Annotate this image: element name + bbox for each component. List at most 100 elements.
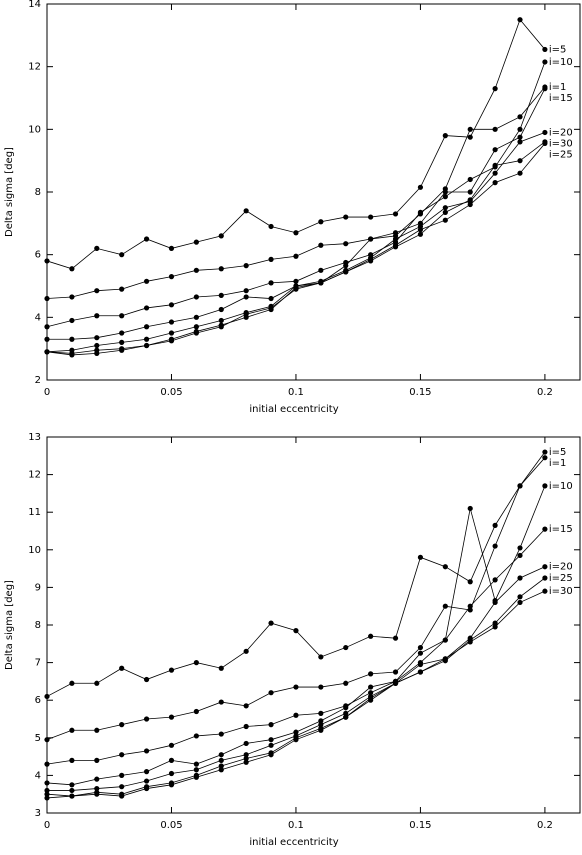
data-point	[218, 317, 224, 324]
series-label: i=10	[549, 57, 573, 68]
data-point	[517, 134, 523, 140]
data-point	[517, 545, 523, 551]
data-point	[193, 761, 199, 767]
data-point	[467, 607, 473, 613]
data-point	[193, 294, 199, 300]
data-point	[143, 785, 150, 792]
series-label: i=20	[549, 127, 573, 138]
data-point	[193, 314, 199, 320]
series-line	[46, 457, 546, 741]
data-point	[293, 712, 299, 718]
data-point	[44, 795, 50, 801]
data-point	[119, 339, 125, 345]
data-point	[119, 772, 125, 779]
data-point	[368, 236, 374, 242]
data-point	[168, 319, 175, 325]
y-tick-label: 6	[35, 695, 41, 706]
data-point	[193, 733, 199, 739]
data-point	[268, 280, 274, 286]
series-line	[46, 528, 546, 786]
data-point	[243, 208, 249, 214]
data-point	[94, 245, 100, 251]
data-point	[542, 588, 548, 594]
data-point	[143, 778, 150, 784]
data-point	[243, 288, 249, 294]
y-axis-label: Delta sigma [deg]	[4, 147, 15, 237]
data-point	[542, 86, 548, 92]
data-point	[368, 684, 374, 690]
data-point	[343, 710, 349, 716]
data-point	[517, 594, 523, 600]
data-point	[517, 17, 523, 23]
data-point	[343, 263, 349, 269]
data-point	[517, 126, 523, 132]
data-point	[542, 526, 548, 532]
y-tick-label: 8	[35, 187, 41, 198]
data-point	[492, 599, 498, 606]
data-point	[318, 684, 324, 690]
data-point	[492, 577, 498, 583]
data-point	[392, 230, 399, 236]
data-point	[94, 335, 100, 341]
data-point	[193, 324, 199, 330]
data-point	[417, 211, 424, 217]
data-point	[268, 256, 274, 262]
data-point	[343, 714, 349, 720]
data-point	[368, 633, 374, 639]
y-tick-label: 4	[35, 770, 41, 781]
series-label: i=1	[549, 458, 567, 469]
data-point	[94, 791, 100, 797]
data-point	[343, 644, 349, 651]
series-label: i=15	[549, 93, 573, 104]
plot-frame	[46, 436, 581, 814]
data-point	[417, 554, 424, 560]
data-point	[517, 599, 523, 606]
data-point	[293, 230, 299, 236]
data-point	[44, 295, 50, 302]
data-point	[143, 342, 150, 349]
plot-frame	[46, 3, 581, 381]
data-point	[94, 313, 100, 319]
data-point	[218, 292, 224, 298]
data-point	[492, 126, 498, 132]
data-point	[542, 564, 548, 570]
data-point	[143, 336, 150, 342]
data-point	[268, 620, 274, 626]
data-point	[442, 194, 448, 200]
series-label: i=5	[549, 44, 567, 55]
y-tick-label: 10	[28, 124, 41, 135]
data-point	[44, 258, 50, 264]
data-point	[392, 211, 399, 217]
data-point	[44, 780, 50, 786]
data-point	[119, 793, 125, 799]
data-point	[318, 267, 324, 273]
data-point	[94, 680, 100, 686]
data-point	[467, 603, 473, 609]
data-point	[517, 575, 523, 581]
data-point	[94, 757, 100, 763]
x-tick-label: 0.05	[160, 820, 182, 831]
y-tick-label: 5	[35, 733, 41, 744]
data-point	[268, 306, 274, 313]
data-point	[392, 236, 399, 242]
data-point	[218, 266, 224, 272]
data-point	[293, 729, 299, 735]
data-point	[542, 140, 548, 147]
data-point	[517, 483, 523, 489]
data-point	[517, 158, 523, 164]
x-axis-label: initial eccentricity	[249, 837, 338, 848]
x-tick-label: 0.15	[409, 820, 431, 831]
series-line	[47, 88, 546, 340]
y-tick-label: 7	[35, 658, 41, 669]
data-point	[218, 699, 224, 705]
data-point	[193, 767, 199, 773]
data-point	[119, 784, 125, 790]
data-point	[69, 793, 75, 799]
series-label: i=10	[549, 481, 573, 492]
data-point	[293, 278, 299, 284]
data-point	[442, 564, 448, 570]
series-label: i=20	[549, 562, 573, 573]
data-point	[542, 46, 548, 53]
data-point	[218, 322, 224, 328]
